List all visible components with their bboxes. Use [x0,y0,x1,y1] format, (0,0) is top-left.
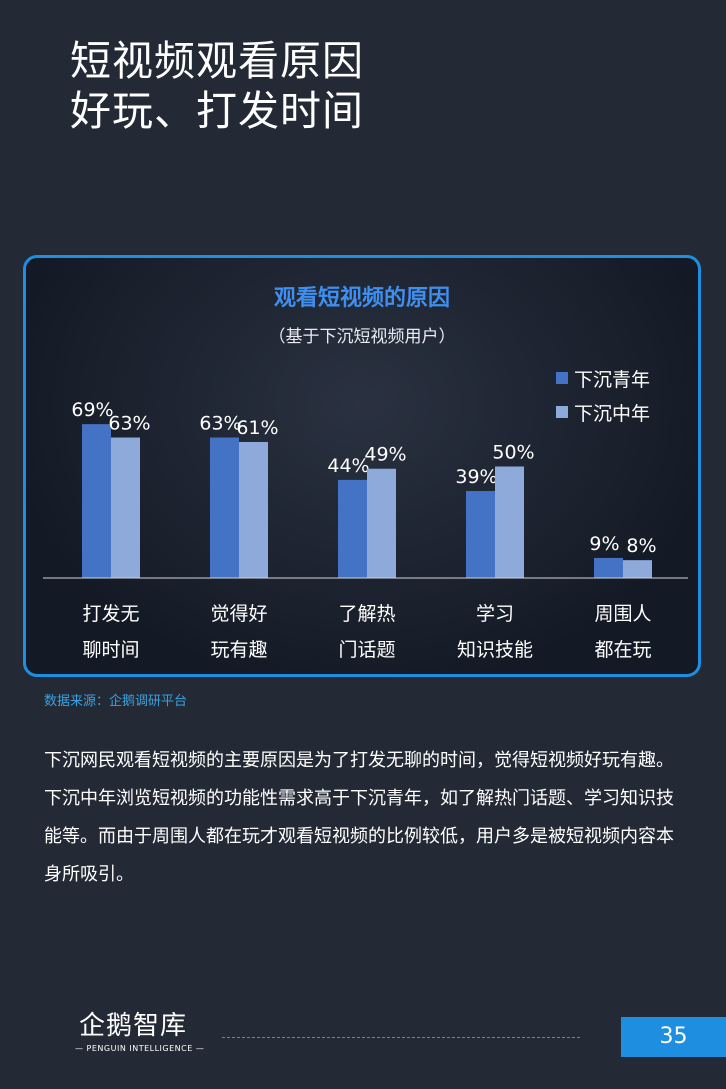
bar-chart: 69%63%44%39%9%63% 61%49% 50%8%打发无聊时间觉得好玩有趣… [43,399,688,661]
bar-youth-2 [338,479,367,578]
legend-item-youth: 下沉青年 [556,361,650,395]
data-label-youth-1: 63% [199,413,241,435]
bar-youth-4 [594,557,623,578]
legend-swatch-youth [556,372,568,384]
bar-youth-3 [466,491,495,578]
data-label-youth-0: 69% [71,399,113,421]
logo-subtitle: — PENGUIN INTELLIGENCE — [75,1044,205,1053]
page-title: 短视频观看原因 好玩、打发时间 [70,36,670,136]
category-label-1-line-0: 觉得好 [210,603,267,625]
data-label-youth-3: 39% [455,466,497,488]
page-number: 35 [621,1017,726,1057]
bar-middle-aged-1 [239,441,268,578]
category-label-1-line-1: 玩有趣 [210,639,267,661]
data-source-note: 数据来源：企鹅调研平台 [44,694,188,709]
legend-item-middle-aged: 下沉中年 [556,395,650,429]
bar-middle-aged-0 [111,437,140,578]
data-label-youth-4: 9% [589,533,619,555]
category-label-3-line-0: 学习 [476,603,514,625]
category-label-4-line-0: 周围人 [594,603,651,625]
category-label-2-line-0: 了解热 [338,603,395,625]
chart-card: 观看短视频的原因 （基于下沉短视频用户） 下沉青年 下沉中年 69% 63% 44%… [23,255,701,677]
page-title-line-1: 短视频观看原因 [70,37,364,85]
data-label-middle-aged-2: 49% [364,444,406,466]
bar-youth-1 [210,437,239,578]
data-label-middle-aged-1: 61% [236,417,278,439]
bar-middle-aged-3 [495,466,524,578]
category-label-3-line-1: 知识技能 [457,639,533,661]
data-label-youth-2: 44% [327,455,369,477]
chart-legend: 下沉青年 下沉中年 [556,361,650,429]
chart-subtitle: （基于下沉短视频用户） [268,327,456,347]
bar-youth-0 [82,424,111,578]
data-label-middle-aged-3: 50% [492,442,534,464]
legend-label-middle-aged: 下沉中年 [574,402,651,425]
category-label-0-line-1: 聊时间 [82,639,139,661]
bar-middle-aged-2 [367,468,396,578]
category-label-2-line-1: 门话题 [338,639,395,661]
page-title-line-2: 好玩、打发时间 [70,87,364,135]
legend-swatch-middle-aged [556,406,568,418]
bar-middle-aged-4 [623,560,652,578]
logo-wordmark: 企鹅智库 [79,1011,188,1041]
category-label-0-line-0: 打发无 [82,603,139,625]
data-label-middle-aged-4: 8% [626,535,656,557]
category-label-4-line-1: 都在玩 [594,639,651,661]
legend-label-youth: 下沉青年 [574,368,651,391]
body-paragraph: 下沉网民观看短视频的主要原因是为了打发无聊的时间，觉得短视频好玩有趣。下沉中年浏… [44,750,674,885]
penguin-intelligence-logo: 企鹅智库 — PENGUIN INTELLIGENCE — [75,1005,204,1060]
footer-divider [222,1037,580,1038]
data-label-middle-aged-0: 63% [108,413,150,435]
chart-title: 观看短视频的原因 [273,286,450,311]
